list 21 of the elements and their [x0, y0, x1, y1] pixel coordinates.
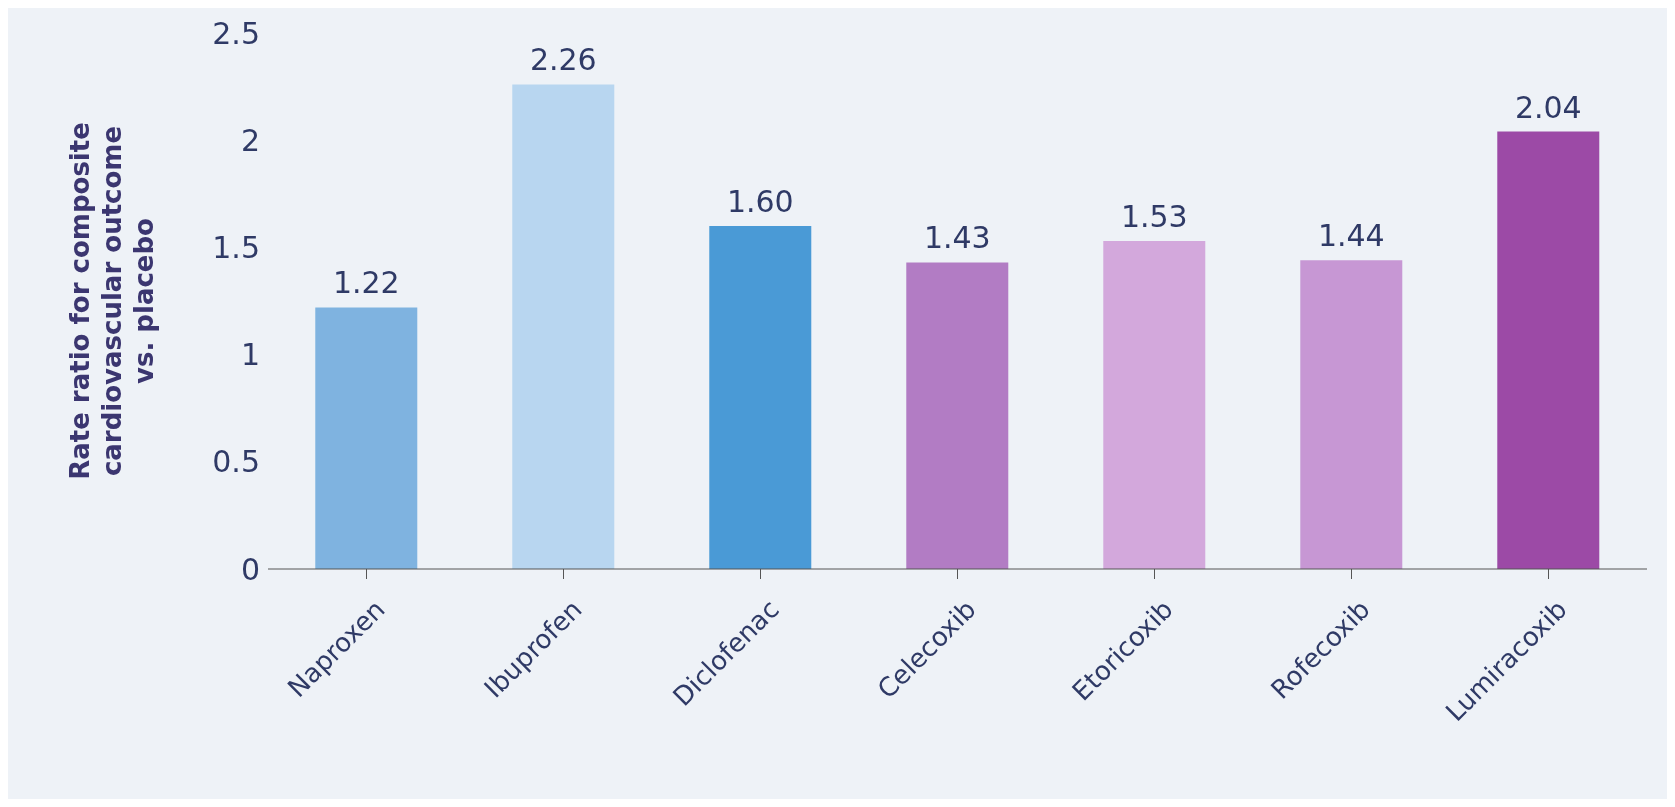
bar: [709, 225, 812, 569]
y-tick-label: 0.5: [212, 444, 260, 480]
y-tick-label: 0: [240, 551, 260, 587]
data-label: 2.26: [529, 42, 597, 78]
bar: [1300, 260, 1403, 569]
data-label: 1.44: [1317, 218, 1385, 254]
bar: [512, 84, 615, 569]
data-label: 2.04: [1514, 89, 1582, 125]
bar: [1103, 240, 1206, 569]
data-label: 1.53: [1120, 198, 1188, 234]
bar: [1497, 131, 1600, 569]
y-axis-title: Rate ratio for composite cardiovascular outcome vs. placebo: [65, 122, 159, 480]
data-label: 1.22: [332, 265, 400, 301]
bar: [315, 307, 418, 569]
y-tick-label: 2.5: [212, 15, 260, 51]
y-tick-label: 1: [240, 337, 260, 373]
data-label: 1.60: [726, 183, 794, 219]
data-label: 1.43: [923, 220, 991, 256]
y-tick-label: 1.5: [212, 230, 260, 266]
y-tick-label: 2: [240, 122, 260, 158]
bar: [906, 262, 1009, 569]
